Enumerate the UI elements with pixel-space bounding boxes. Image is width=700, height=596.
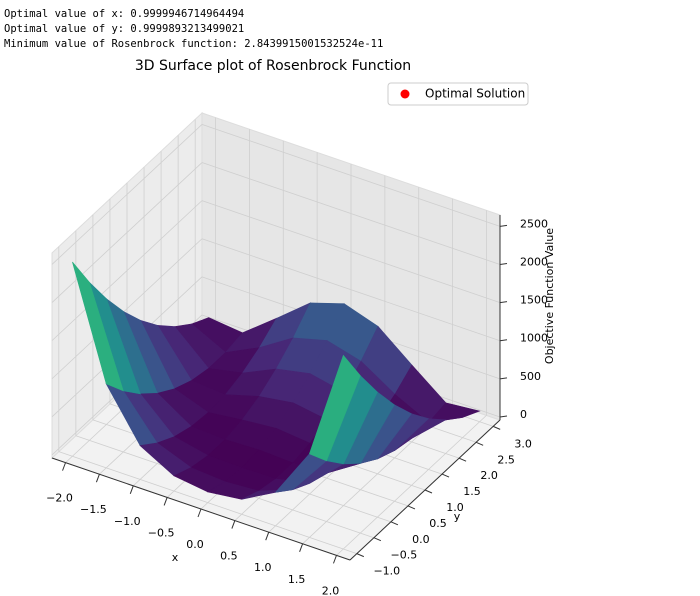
z-tick [499,339,508,342]
x-tick [129,485,134,494]
x-tick [197,508,202,518]
grid-line [51,200,203,341]
y-tick [407,505,416,510]
x-tick-label: 1.5 [288,573,306,586]
y-tick [424,489,433,494]
x-axis [51,457,351,561]
z-tick-label: 1000 [520,332,548,345]
output-line: Optimal value of x: 0.9999946714964494 [4,8,244,20]
z-tick-label: 0 [520,408,527,421]
chart-title: 3D Surface plot of Rosenbrock Function [135,58,411,74]
y-axis [349,419,501,561]
output-line: Optimal value of y: 0.9999893213499021 [4,23,244,35]
y-tick-label: −1.0 [373,565,400,578]
y-tick [441,473,450,478]
output-line: Minimum value of Rosenbrock function: 2.… [4,38,383,50]
x-tick [265,532,270,541]
x-tick [299,543,304,552]
z-tick [499,224,508,227]
y-tick-label: 1.0 [446,501,464,514]
y-tick [458,457,467,462]
z-tick-label: 1500 [520,294,548,307]
y-tick-label: 0.5 [429,517,447,530]
y-tick-label: 2.0 [480,469,498,482]
z-tick [499,301,508,304]
z-tick [499,415,508,418]
grid-line [51,124,203,265]
legend-label: Optimal Solution [425,87,525,101]
x-tick [332,555,337,564]
z-tick-label: 2500 [520,217,548,230]
z-tick-label: 500 [520,370,541,383]
x-tick [95,474,100,483]
y-tick-label: 1.5 [463,485,481,498]
x-tick [163,497,168,506]
x-tick-label: 0.0 [186,538,204,551]
grid-line [201,200,501,304]
x-tick [231,520,236,529]
x-tick-label: −0.5 [148,526,175,539]
y-tick [356,553,365,558]
grid-line [201,124,501,227]
z-tick [499,377,508,380]
y-tick [390,521,399,526]
x-tick-label: −1.0 [114,515,141,528]
grid-line [201,162,501,265]
y-tick [373,537,382,542]
x-axis-label: x [172,551,179,564]
y-tick [475,441,484,446]
grid-line [51,238,203,380]
legend-box [387,82,529,106]
x-tick-label: 0.5 [220,550,238,563]
surface-patch [309,354,361,462]
legend-marker [400,89,410,99]
z-tick-label: 2000 [520,256,548,269]
y-axis-label: y [454,510,461,523]
x-tick [62,462,67,471]
grid-line [201,238,501,342]
z-axis-label: Objective Function Value [543,228,556,364]
z-tick [499,263,508,266]
x-tick-label: −1.5 [80,503,107,516]
y-tick-label: 2.5 [497,453,515,466]
surface-patch [72,261,124,392]
y-tick-label: 3.0 [514,437,532,450]
x-tick-label: 2.0 [322,584,340,596]
y-tick-label: −0.5 [391,549,418,562]
grid-line [58,451,357,555]
y-tick [492,425,501,430]
x-tick-label: 1.0 [254,561,272,574]
x-tick-label: −2.0 [46,492,73,505]
y-tick-label: 0.0 [412,533,430,546]
